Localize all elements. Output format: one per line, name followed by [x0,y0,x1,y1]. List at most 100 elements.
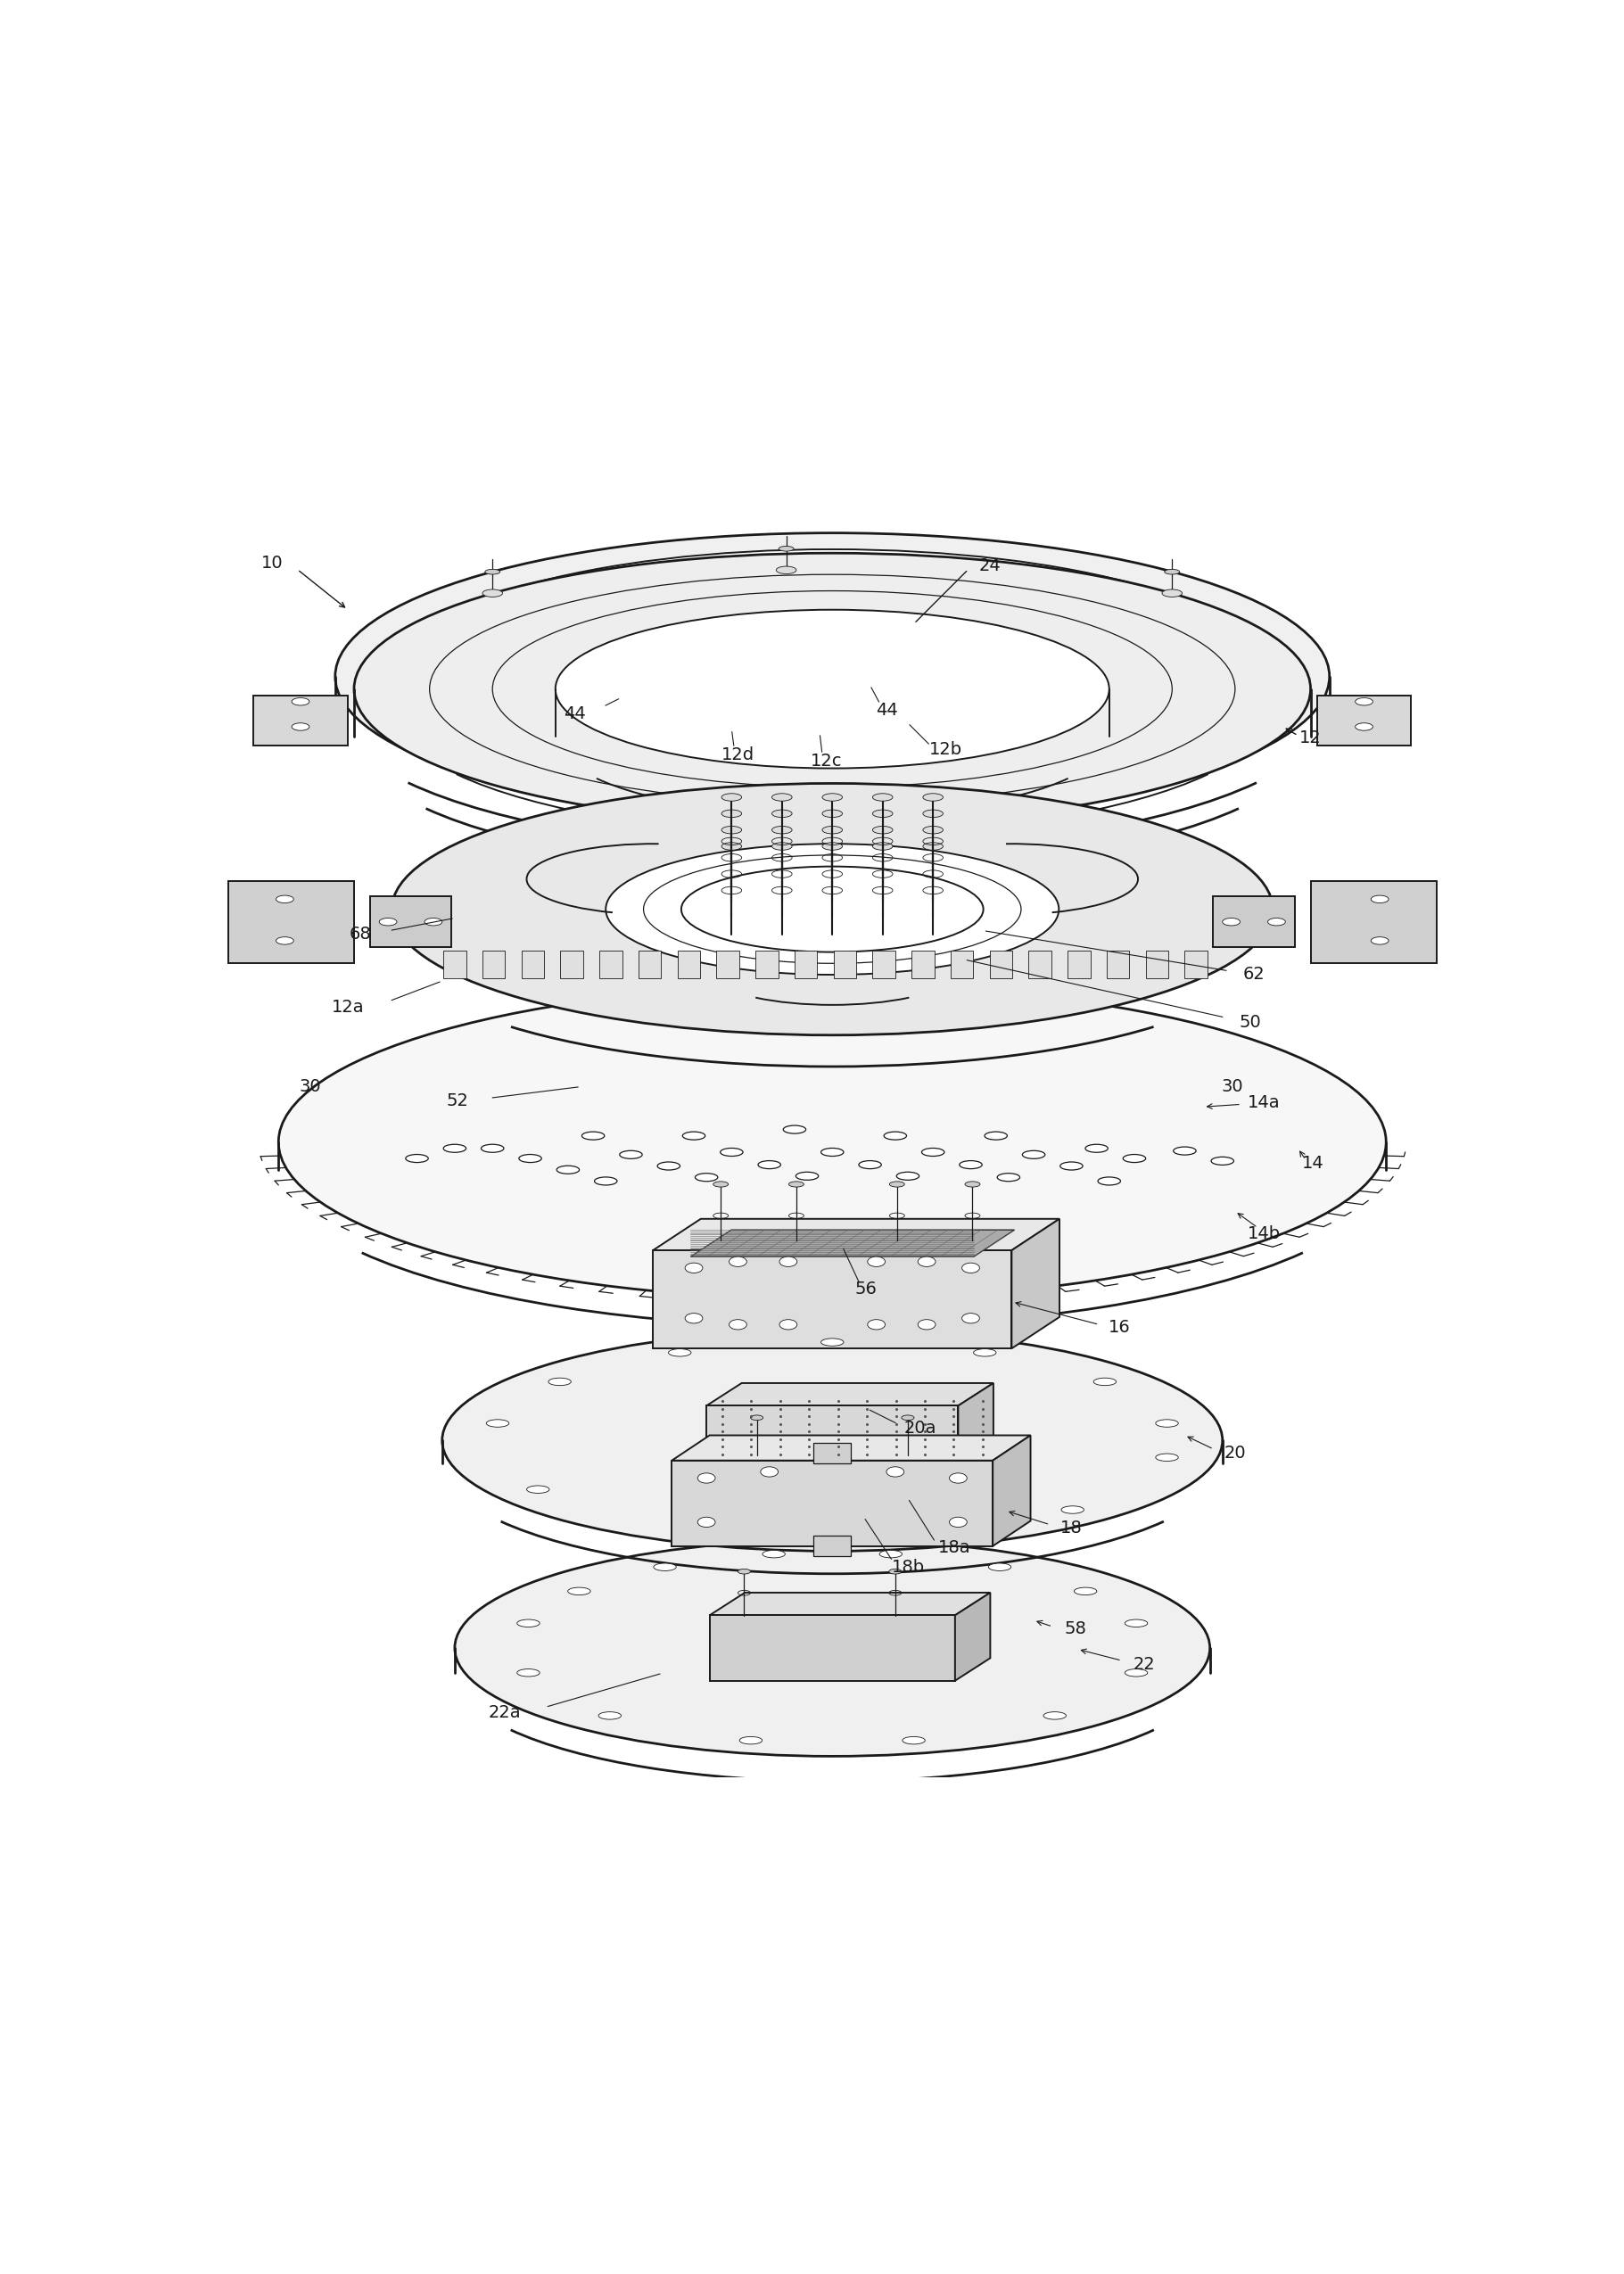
Ellipse shape [950,1474,966,1483]
Text: 18: 18 [1060,1519,1083,1537]
Ellipse shape [872,810,893,816]
Ellipse shape [669,1348,692,1355]
Ellipse shape [516,1619,539,1626]
Ellipse shape [682,1132,705,1139]
Ellipse shape [822,825,843,835]
Ellipse shape [391,550,1273,803]
Text: 14: 14 [1302,1155,1324,1171]
Ellipse shape [859,1160,882,1169]
Ellipse shape [922,810,944,816]
Ellipse shape [1124,1155,1145,1162]
Polygon shape [1145,951,1168,978]
Ellipse shape [721,810,742,816]
Text: 12a: 12a [331,998,364,1016]
Polygon shape [989,951,1012,978]
Polygon shape [672,1460,992,1546]
Ellipse shape [549,1378,572,1385]
Ellipse shape [822,810,843,816]
Text: 16: 16 [1108,1319,1130,1335]
Ellipse shape [872,794,893,800]
Polygon shape [690,1230,1015,1258]
Polygon shape [599,951,622,978]
Ellipse shape [918,1319,935,1330]
Ellipse shape [581,1132,604,1139]
Ellipse shape [486,568,500,575]
Ellipse shape [1156,1453,1179,1462]
Polygon shape [521,951,544,978]
Ellipse shape [880,1551,901,1558]
Text: 24: 24 [979,557,1000,573]
Polygon shape [706,1405,958,1476]
Polygon shape [710,1592,991,1615]
Ellipse shape [695,1173,718,1182]
Polygon shape [1317,696,1411,746]
Ellipse shape [1060,1162,1083,1171]
Ellipse shape [1098,1178,1121,1185]
Ellipse shape [481,1144,503,1153]
Ellipse shape [896,1171,919,1180]
Text: 12b: 12b [929,741,961,757]
Ellipse shape [698,1474,715,1483]
Polygon shape [653,1219,1059,1251]
Ellipse shape [292,698,309,705]
Ellipse shape [771,794,793,800]
Polygon shape [814,1535,851,1555]
Ellipse shape [526,1485,549,1494]
Ellipse shape [1156,1419,1179,1428]
Ellipse shape [557,1167,580,1173]
Text: 62: 62 [1242,966,1265,982]
Ellipse shape [961,1262,979,1273]
Ellipse shape [424,919,442,926]
Ellipse shape [989,1562,1012,1571]
Ellipse shape [922,825,944,835]
Ellipse shape [276,896,294,903]
Ellipse shape [883,1132,906,1139]
Ellipse shape [520,1155,541,1162]
Polygon shape [370,896,451,946]
Ellipse shape [880,1533,903,1542]
Ellipse shape [685,1262,703,1273]
Ellipse shape [1356,698,1372,705]
Ellipse shape [1073,1587,1096,1594]
Ellipse shape [960,1160,983,1169]
Ellipse shape [568,1587,591,1594]
Ellipse shape [1093,1378,1116,1385]
Text: 14a: 14a [1247,1094,1280,1112]
Text: 30: 30 [299,1078,322,1096]
Polygon shape [253,696,348,746]
Polygon shape [955,1592,991,1680]
Polygon shape [1311,880,1437,962]
Ellipse shape [901,1414,914,1421]
Ellipse shape [721,1148,742,1155]
Ellipse shape [1023,1151,1044,1160]
Ellipse shape [1371,896,1389,903]
Ellipse shape [354,553,1311,825]
Ellipse shape [729,1258,747,1267]
Ellipse shape [442,1330,1223,1551]
Polygon shape [958,1383,994,1476]
Ellipse shape [1356,723,1372,730]
Text: 20a: 20a [905,1419,937,1437]
Polygon shape [672,1435,1031,1460]
Ellipse shape [776,566,796,573]
Polygon shape [1106,951,1129,978]
Ellipse shape [822,1148,843,1155]
Polygon shape [911,951,934,978]
Polygon shape [814,1444,851,1462]
Ellipse shape [997,1173,1020,1182]
Text: 52: 52 [447,1092,468,1110]
Ellipse shape [872,844,893,850]
Polygon shape [872,951,895,978]
Ellipse shape [760,1467,778,1476]
Ellipse shape [729,1319,747,1330]
Ellipse shape [965,1182,979,1187]
Polygon shape [1012,1219,1059,1348]
Polygon shape [560,951,583,978]
Polygon shape [653,1251,1012,1348]
Text: 20: 20 [1224,1444,1246,1462]
Ellipse shape [653,1562,676,1571]
Text: 44: 44 [875,703,898,719]
Ellipse shape [698,1517,715,1528]
Ellipse shape [721,844,742,850]
Polygon shape [950,951,973,978]
